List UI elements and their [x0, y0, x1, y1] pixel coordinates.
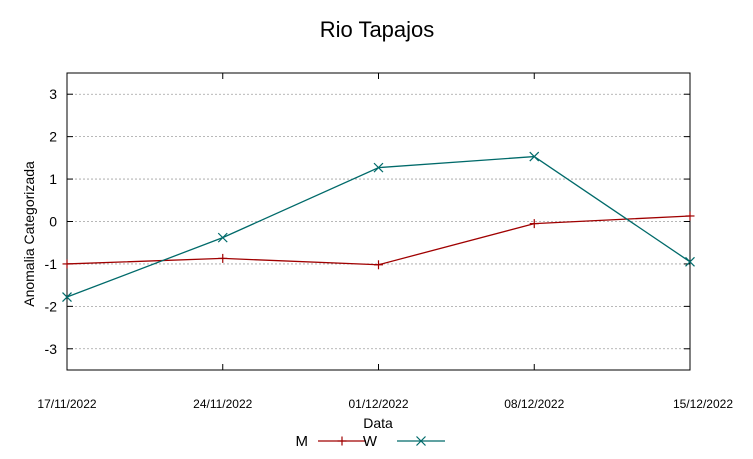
legend-label-M: M [296, 433, 309, 450]
y-tick-label: 1 [49, 171, 57, 187]
data-point-M [218, 253, 228, 263]
y-axis-ticks: -3 -2 -1 0 1 2 3 [45, 86, 690, 357]
y-tick-label: 3 [49, 86, 57, 102]
y-axis-label: Anomalia Categorizada [21, 161, 37, 307]
data-point-W [373, 162, 384, 173]
series-line-M [66, 215, 691, 266]
legend-marker-W [416, 436, 426, 446]
data-point-M [685, 211, 695, 221]
y-tick-label: -1 [45, 256, 58, 272]
x-tick-label: 24/11/2022 [193, 397, 252, 411]
y-tick-label: -2 [45, 298, 58, 314]
x-tick-label: 08/12/2022 [504, 397, 564, 411]
x-axis-label: Data [363, 415, 393, 431]
legend-marker-M [337, 436, 347, 446]
data-point-M [62, 259, 72, 269]
legend-label-W: W [363, 433, 378, 450]
series-lines [62, 151, 695, 302]
x-tick-label: 15/12/2022 [673, 397, 733, 411]
x-tick-label: 17/11/2022 [37, 397, 96, 411]
data-point-M [374, 260, 383, 270]
series-line-W [66, 155, 691, 298]
data-point-M [529, 219, 539, 229]
data-point-W [217, 232, 228, 243]
chart-title: Rio Tapajos [320, 17, 435, 42]
y-tick-label: 2 [49, 129, 57, 145]
data-point-W [685, 256, 695, 267]
y-tick-label: 0 [49, 214, 57, 230]
data-point-W [529, 151, 540, 162]
x-tick-label: 01/12/2022 [348, 397, 408, 411]
grid [67, 93, 690, 350]
x-axis-ticks: 17/11/2022 24/11/2022 01/12/2022 08/12/2022… [37, 73, 733, 411]
y-tick-label: -3 [45, 341, 58, 357]
data-point-W [62, 292, 72, 302]
